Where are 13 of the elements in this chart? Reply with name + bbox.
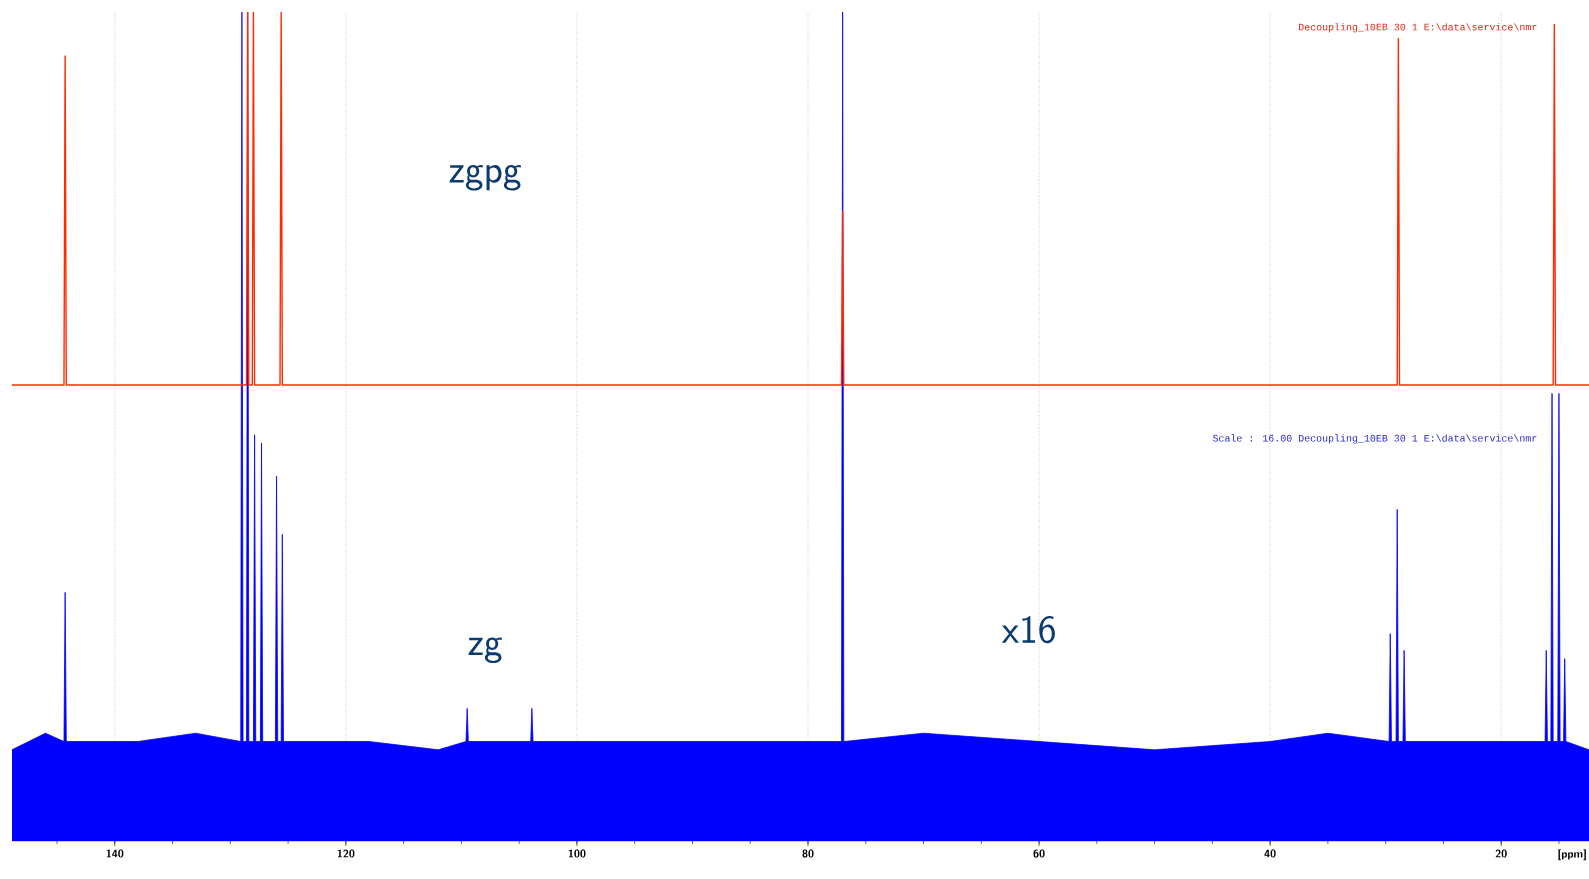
x-tick-label: 80 <box>802 849 814 858</box>
annotation: zg <box>468 637 503 664</box>
x-tick-label: 20 <box>1495 849 1507 858</box>
x-axis-title: [ppm] <box>1558 849 1586 861</box>
annotation: Decoupling_10EB 30 1 E:\data\service\nmr <box>1298 23 1537 33</box>
x-tick-label: 40 <box>1264 849 1276 858</box>
x-tick-label: 140 <box>106 849 124 858</box>
annotation: Scale : 16.00 Decoupling_10EB 30 1 E:\data\service\nmr <box>1212 434 1537 444</box>
annotation: zgpg <box>449 165 522 191</box>
annotation: x16 <box>1001 615 1055 644</box>
x-tick-label: 100 <box>568 849 586 858</box>
x-tick-label: 120 <box>337 849 355 858</box>
x-tick-label: 60 <box>1033 849 1045 858</box>
